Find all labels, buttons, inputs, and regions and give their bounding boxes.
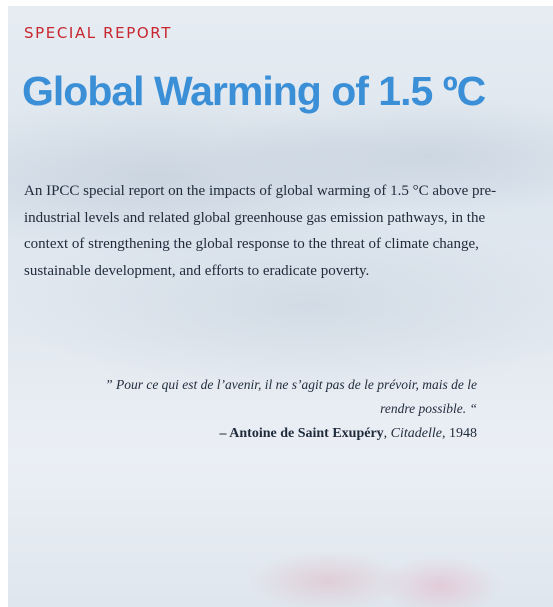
work: Citadelle [391, 426, 442, 441]
quote: ” Pour ce qui est de l’avenir, il ne s’a… [70, 373, 477, 421]
attribution: – Antoine de Saint Exupéry, Citadelle, 1… [70, 426, 477, 442]
separator: , [384, 426, 391, 441]
intro: An IPCC special report on the impacts of… [24, 178, 514, 284]
year: , 1948 [442, 426, 477, 441]
author: – Antoine de Saint Exupéry [220, 426, 384, 441]
page: SPECIAL REPORT Global Warming of 1.5 ºC … [0, 0, 553, 607]
eyebrow: SPECIAL REPORT [24, 24, 172, 42]
title: Global Warming of 1.5 ºC [22, 68, 485, 115]
